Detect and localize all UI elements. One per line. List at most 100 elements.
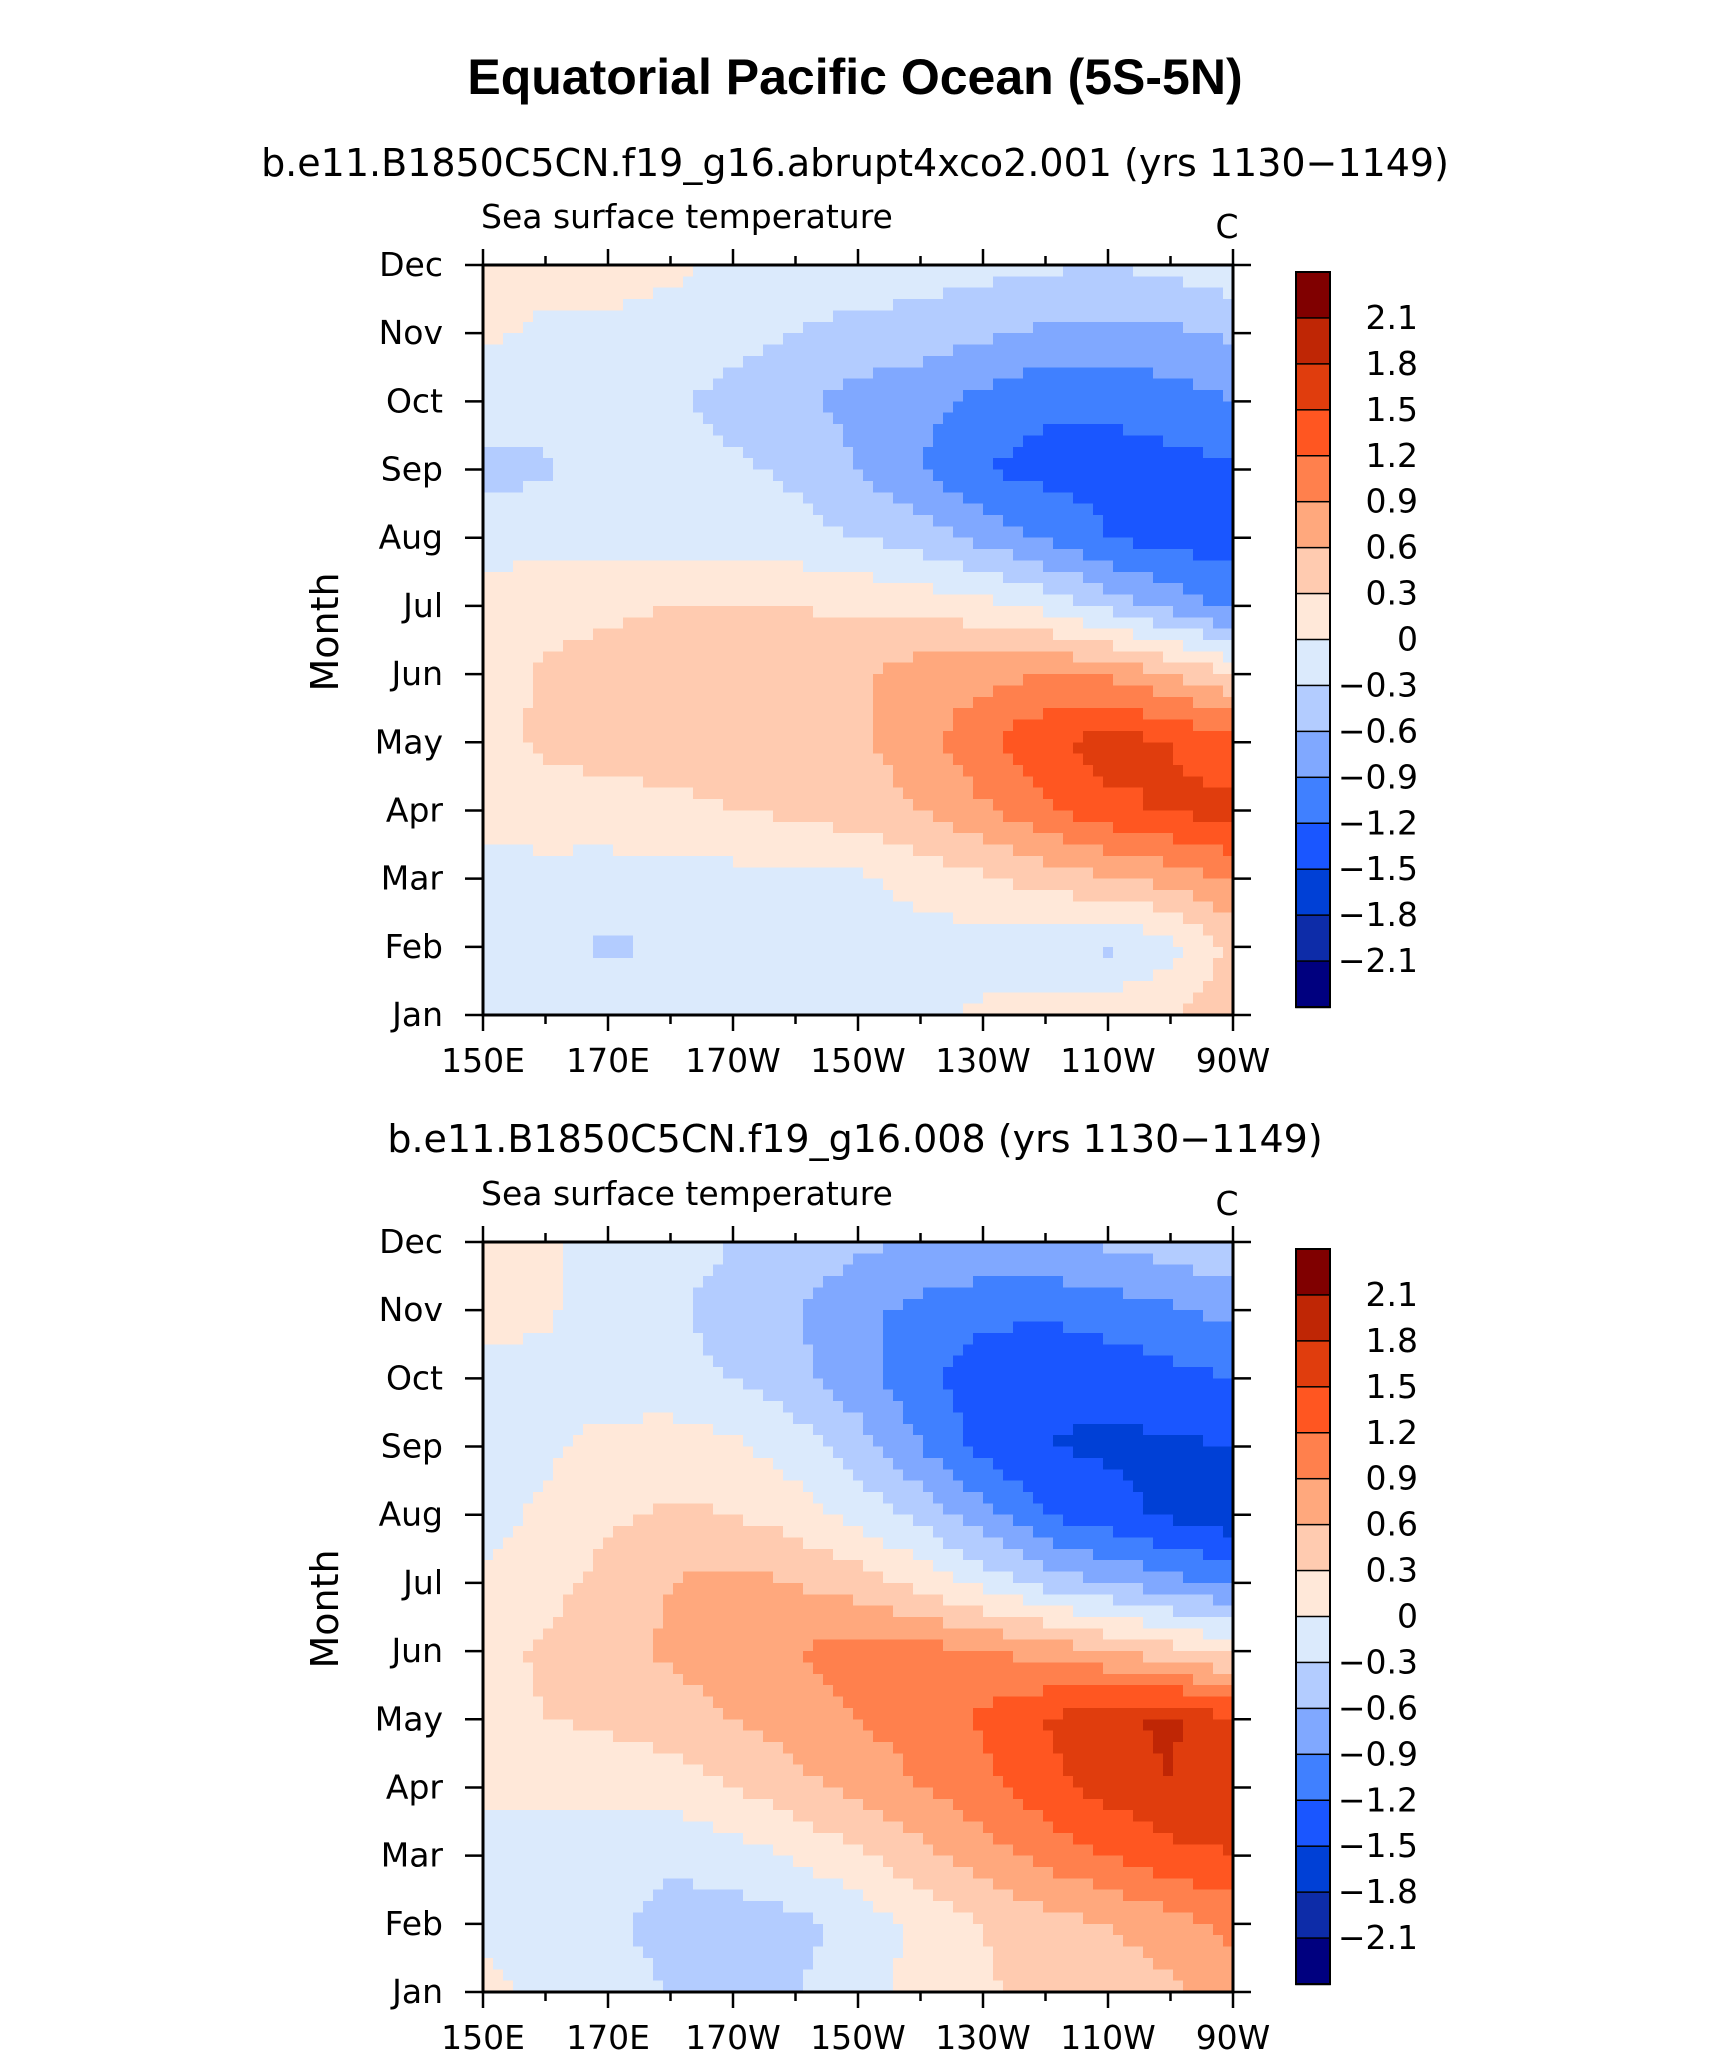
sst-cell: [1203, 458, 1214, 471]
sst-cell: [693, 765, 704, 777]
sst-cell: [1023, 605, 1034, 618]
sst-cell: [673, 821, 684, 834]
sst-cell: [723, 287, 734, 300]
sst-cell: [1213, 787, 1224, 800]
sst-cell: [693, 401, 704, 414]
sst-cell: [1153, 617, 1164, 630]
sst-cell: [1183, 730, 1194, 743]
sst-cell: [913, 833, 924, 846]
sst-cell: [733, 605, 744, 618]
sst-cell: [1063, 355, 1074, 368]
sst-cell: [1213, 321, 1224, 334]
sst-cell: [1173, 321, 1184, 334]
sst-cell: [713, 515, 724, 527]
sst-cell: [513, 515, 524, 527]
sst-cell: [613, 946, 624, 959]
sst-cell: [953, 469, 964, 482]
sst-cell: [1193, 333, 1204, 346]
sst-cell: [713, 821, 724, 834]
sst-cell: [813, 935, 824, 948]
sst-cell: [733, 321, 744, 334]
sst-cell: [1023, 753, 1034, 766]
sst-cell: [713, 878, 724, 891]
sst-cell: [483, 901, 494, 914]
sst-cell: [1133, 753, 1144, 766]
sst-cell: [853, 367, 864, 380]
sst-cell: [1083, 890, 1094, 902]
sst-cell: [1223, 651, 1234, 664]
sst-cell: [1113, 855, 1124, 868]
sst-cell: [1003, 946, 1014, 959]
sst-cell: [563, 378, 574, 391]
sst-cell: [883, 537, 894, 550]
sst-cell: [803, 855, 814, 868]
sst-cell: [993, 287, 1004, 300]
sst-cell: [613, 730, 624, 743]
sst-cell: [1213, 628, 1224, 641]
sst-cell: [943, 503, 954, 516]
sst-cell: [483, 594, 494, 607]
sst-cell: [653, 1003, 664, 1016]
sst-cell: [1103, 924, 1114, 937]
sst-cell: [1193, 605, 1204, 618]
sst-cell: [943, 469, 954, 482]
sst-cell: [733, 424, 744, 437]
sst-cell: [1033, 458, 1044, 471]
sst-cell: [493, 844, 504, 857]
sst-cell: [1163, 571, 1174, 584]
sst-cell: [723, 640, 734, 652]
sst-cell: [803, 730, 814, 743]
sst-cell: [483, 935, 494, 948]
sst-cell: [963, 924, 974, 937]
sst-cell: [803, 480, 814, 493]
sst-cell: [853, 537, 864, 550]
sst-cell: [923, 810, 934, 823]
sst-cell: [1163, 549, 1174, 562]
sst-cell: [493, 344, 504, 357]
sst-cell: [1143, 299, 1154, 312]
sst-cell: [763, 412, 774, 425]
sst-cell: [1003, 708, 1014, 721]
sst-cell: [1083, 833, 1094, 846]
sst-cell: [633, 924, 644, 937]
sst-cell: [783, 958, 794, 971]
sst-cell: [673, 310, 684, 323]
sst-cell: [823, 776, 834, 789]
sst-cell: [723, 446, 734, 459]
sst-cell: [893, 628, 904, 641]
sst-cell: [923, 355, 934, 368]
sst-cell: [773, 469, 784, 482]
sst-cell: [803, 776, 814, 789]
sst-cell: [803, 946, 814, 959]
sst-cell: [1003, 594, 1014, 607]
sst-cell: [843, 412, 854, 425]
sst-cell: [903, 787, 914, 800]
sst-cell: [763, 458, 774, 471]
sst-cell: [873, 776, 884, 789]
sst-cell: [513, 1003, 524, 1016]
sst-cell: [643, 424, 654, 437]
sst-cell: [653, 583, 664, 596]
sst-cell: [753, 492, 764, 505]
sst-cell: [923, 935, 934, 948]
sst-cell: [723, 344, 734, 357]
sst-cell: [1043, 424, 1054, 437]
sst-cell: [983, 390, 994, 402]
sst-cell: [1173, 890, 1184, 902]
sst-cell: [1193, 776, 1204, 789]
sst-cell: [983, 662, 994, 675]
sst-cell: [713, 901, 724, 914]
sst-cell: [913, 390, 924, 402]
sst-cell: [1113, 753, 1124, 766]
sst-cell: [853, 878, 864, 891]
sst-cell: [743, 776, 754, 789]
sst-cell: [1203, 992, 1214, 1005]
sst-cell: [1023, 424, 1034, 437]
sst-cell: [863, 855, 874, 868]
sst-cell: [823, 469, 834, 482]
sst-cell: [613, 605, 624, 618]
sst-cell: [1013, 378, 1024, 391]
sst-cell: [683, 344, 694, 357]
sst-cell: [1173, 492, 1184, 505]
sst-cell: [993, 628, 1004, 641]
